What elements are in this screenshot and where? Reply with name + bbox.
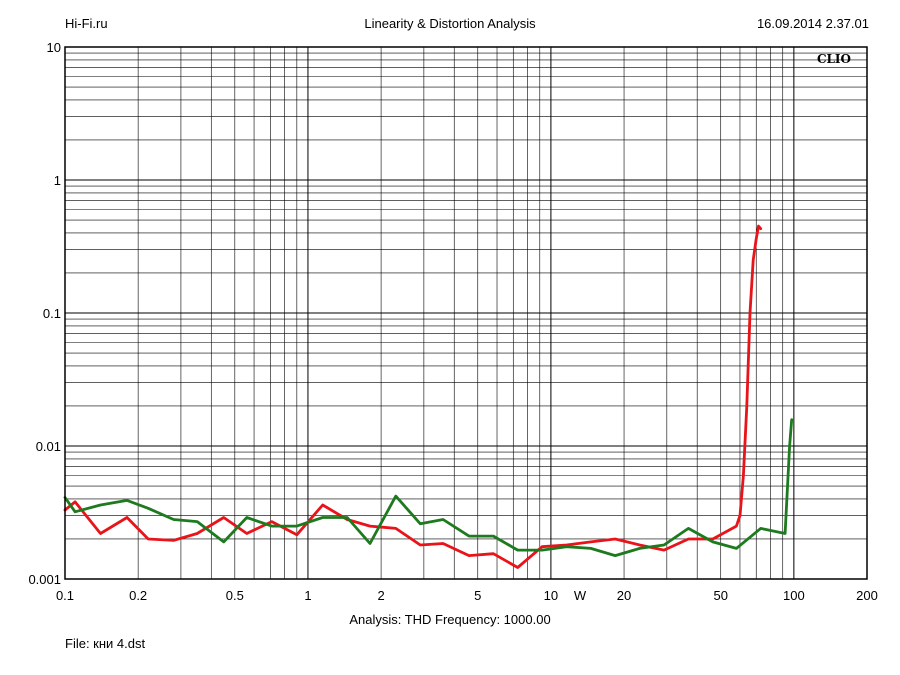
- x-tick-label: 0.5: [226, 588, 244, 603]
- series-line-1: [63, 224, 763, 569]
- x-tick-labels: 0.1 0.2 0.5 1 2 5 10 20 50 100 200: [56, 588, 878, 603]
- x-tick-label: 20: [617, 588, 631, 603]
- chart-title: Linearity & Distortion Analysis: [364, 16, 536, 31]
- clio-watermark: CLIO: [817, 52, 851, 66]
- data-series: [63, 224, 794, 569]
- y-tick-labels: 10 1 0.1 0.01 0.001: [28, 40, 61, 587]
- y-tick-label: 0.001: [28, 572, 61, 587]
- x-tick-label: 2: [377, 588, 384, 603]
- y-tick-label: 10: [47, 40, 61, 55]
- x-tick-label: 0.2: [129, 588, 147, 603]
- x-tick-label: 1: [304, 588, 311, 603]
- plot-border: [64, 46, 868, 580]
- y-tick-label: 0.01: [36, 439, 61, 454]
- series-line-2: [63, 418, 794, 557]
- header-timestamp: 16.09.2014 2.37.01: [756, 16, 869, 31]
- x-tick-label: 50: [713, 588, 727, 603]
- analysis-info: Analysis: THD Frequency: 1000.00: [349, 612, 551, 627]
- file-label: File: кни 4.dst: [65, 636, 146, 651]
- x-tick-label: 0.1: [56, 588, 74, 603]
- y-tick-label: 1: [54, 173, 61, 188]
- x-tick-label: 200: [856, 588, 878, 603]
- x-tick-label: 10: [544, 588, 558, 603]
- x-tick-label: 5: [474, 588, 481, 603]
- y-tick-label: 0.1: [43, 306, 61, 321]
- x-tick-label: 100: [783, 588, 805, 603]
- x-axis-unit: W: [574, 588, 587, 603]
- header-site-name: Hi-Fi.ru: [65, 16, 108, 31]
